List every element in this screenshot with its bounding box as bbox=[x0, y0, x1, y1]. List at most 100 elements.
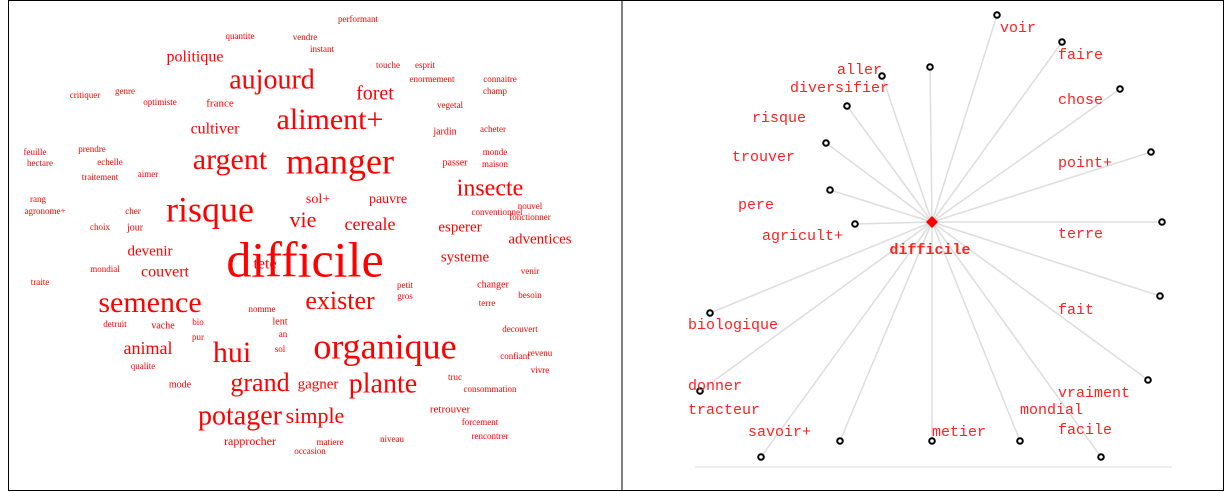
word: traite bbox=[31, 277, 50, 287]
word: revenu bbox=[528, 348, 553, 358]
word: aujourd bbox=[229, 64, 315, 95]
frame bbox=[8, 0, 1224, 491]
word: cereale bbox=[345, 214, 396, 234]
word: decouvert bbox=[502, 324, 538, 334]
word: consommation bbox=[464, 384, 517, 394]
word: genre bbox=[115, 86, 135, 96]
node-label: tracteur bbox=[688, 402, 760, 419]
node-label: donner bbox=[688, 378, 742, 395]
word: insecte bbox=[457, 176, 524, 202]
node-label: agricult+ bbox=[762, 228, 843, 245]
word: retrouver bbox=[430, 404, 471, 416]
word: agronome+ bbox=[24, 206, 65, 216]
edge bbox=[760, 221, 933, 458]
word: esperer bbox=[438, 219, 481, 235]
edge bbox=[829, 189, 933, 223]
edge bbox=[699, 221, 933, 392]
node-dot bbox=[1147, 148, 1155, 156]
center-node bbox=[926, 216, 938, 228]
word: aliment+ bbox=[277, 103, 384, 136]
node-label: vraiment bbox=[1058, 385, 1130, 402]
node-dot bbox=[1144, 376, 1152, 384]
word: rapprocher bbox=[224, 434, 276, 448]
node-dot bbox=[696, 387, 704, 395]
edge bbox=[881, 75, 933, 223]
node-dot bbox=[826, 186, 834, 194]
word: changer bbox=[477, 279, 509, 290]
word: jour bbox=[126, 222, 144, 233]
word: touche bbox=[376, 60, 400, 70]
node-dot bbox=[836, 437, 844, 445]
word: mondial bbox=[90, 264, 120, 274]
edge bbox=[931, 221, 1161, 297]
node-dot bbox=[843, 102, 851, 110]
node-label: risque bbox=[752, 110, 806, 127]
node-label: facile bbox=[1058, 422, 1112, 439]
word: cher bbox=[125, 206, 141, 216]
node-label: point+ bbox=[1058, 155, 1112, 172]
word: sol+ bbox=[306, 192, 330, 207]
word: conventionnel bbox=[472, 207, 523, 217]
word: enormement bbox=[410, 74, 455, 84]
node-label: metier bbox=[932, 424, 986, 441]
word: monde bbox=[483, 147, 508, 157]
node-label: trouver bbox=[732, 149, 795, 166]
node-dot bbox=[993, 11, 1001, 19]
node-label: aller bbox=[837, 62, 882, 79]
edge bbox=[839, 221, 933, 442]
node-label: chose bbox=[1058, 92, 1103, 109]
word: potager bbox=[198, 400, 283, 431]
word: nouvel bbox=[518, 201, 543, 211]
word-cloud: performant quantite vendre instant politique… bbox=[24, 14, 572, 456]
word: an bbox=[279, 329, 288, 339]
node-dot bbox=[1158, 218, 1166, 226]
word: systeme bbox=[441, 249, 490, 265]
word: quantite bbox=[226, 31, 255, 41]
word: maison bbox=[482, 159, 508, 169]
word: instant bbox=[310, 44, 334, 54]
word: hui bbox=[213, 336, 251, 369]
node-label: pere bbox=[738, 197, 774, 214]
word: organique bbox=[313, 326, 456, 366]
word: prendre bbox=[78, 144, 105, 154]
word: foret bbox=[356, 83, 394, 105]
edge bbox=[931, 41, 1063, 223]
word: sol bbox=[275, 344, 286, 354]
word: optimiste bbox=[143, 97, 177, 107]
edge bbox=[931, 221, 1021, 442]
node-dot bbox=[878, 72, 886, 80]
word: pauvre bbox=[369, 192, 407, 207]
word: niveau bbox=[380, 434, 404, 444]
edge bbox=[709, 221, 933, 314]
word: animal bbox=[124, 338, 173, 358]
word: plante bbox=[349, 368, 417, 399]
edge bbox=[931, 88, 1121, 223]
edge bbox=[931, 221, 1102, 458]
word: critiquer bbox=[70, 90, 101, 100]
word: semence bbox=[98, 286, 201, 319]
word: esprit bbox=[415, 60, 435, 70]
node-label: diversifier bbox=[790, 80, 889, 97]
node-label: terre bbox=[1058, 226, 1103, 243]
word: risque bbox=[166, 189, 254, 229]
word: mode bbox=[169, 379, 192, 390]
edge bbox=[846, 105, 933, 223]
word: adventices bbox=[508, 231, 571, 247]
word: detruit bbox=[103, 319, 127, 329]
word: acheter bbox=[480, 124, 506, 134]
word: pur bbox=[192, 332, 204, 342]
node-label: biologique bbox=[688, 317, 778, 334]
word: manger bbox=[286, 141, 394, 181]
edge bbox=[854, 221, 933, 225]
word: vegetal bbox=[437, 100, 463, 110]
word: performant bbox=[338, 14, 378, 24]
word: cultiver bbox=[191, 121, 241, 138]
edge bbox=[825, 142, 933, 223]
word: aimer bbox=[138, 169, 159, 179]
word: feuille bbox=[24, 147, 47, 157]
word: nomme bbox=[249, 304, 276, 314]
word: fonctionner bbox=[509, 212, 550, 222]
word: vivre bbox=[531, 365, 550, 375]
node-dot bbox=[1116, 85, 1124, 93]
